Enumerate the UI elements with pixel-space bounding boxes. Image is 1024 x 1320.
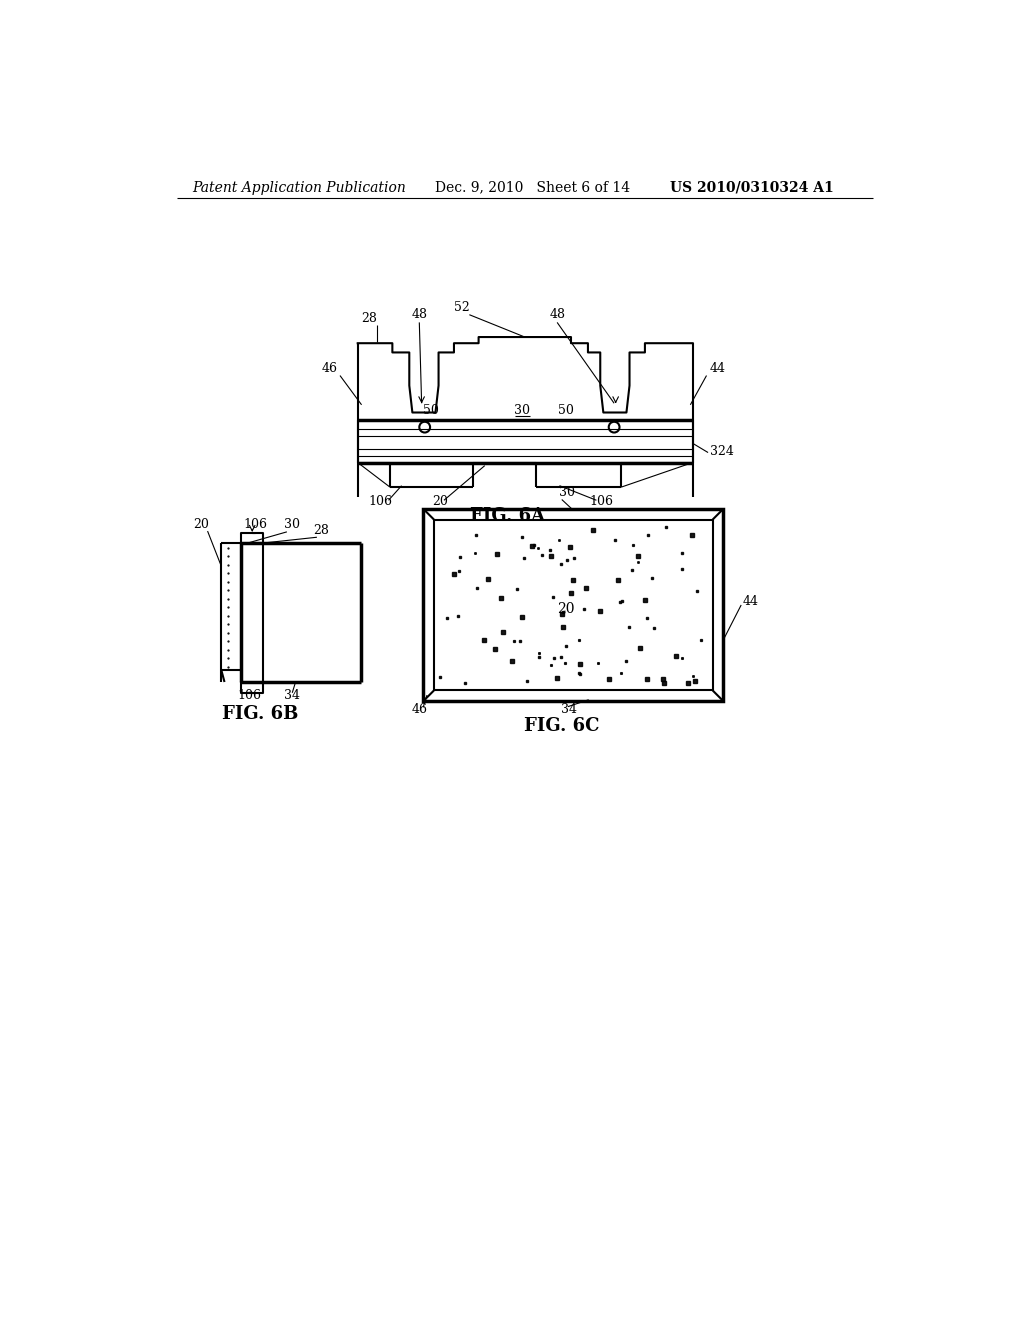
Text: 34: 34: [285, 689, 300, 702]
Text: 30: 30: [285, 517, 300, 531]
Text: 50: 50: [558, 404, 574, 417]
Text: 20: 20: [194, 517, 209, 531]
Text: 28: 28: [313, 524, 330, 537]
Text: Dec. 9, 2010   Sheet 6 of 14: Dec. 9, 2010 Sheet 6 of 14: [435, 181, 630, 194]
Text: FIG. 6A: FIG. 6A: [470, 507, 546, 525]
Text: 46: 46: [322, 363, 337, 375]
Text: 106: 106: [238, 689, 262, 702]
Text: 52: 52: [454, 301, 470, 314]
Text: 50: 50: [423, 404, 439, 417]
Bar: [423, 508, 724, 701]
Text: 106: 106: [369, 495, 393, 508]
Text: 30: 30: [514, 404, 529, 417]
Text: 20: 20: [557, 602, 574, 616]
Text: FIG. 6C: FIG. 6C: [524, 717, 599, 735]
Text: 106: 106: [590, 495, 613, 508]
Text: 34: 34: [561, 702, 578, 715]
Text: 106: 106: [244, 517, 267, 531]
Text: 48: 48: [412, 308, 427, 321]
Text: 28: 28: [361, 312, 377, 325]
Text: 44: 44: [710, 363, 725, 375]
Text: Patent Application Publication: Patent Application Publication: [193, 181, 406, 194]
Text: 30: 30: [559, 486, 575, 499]
Text: 44: 44: [742, 595, 759, 609]
Text: US 2010/0310324 A1: US 2010/0310324 A1: [670, 181, 834, 194]
Text: FIG. 6B: FIG. 6B: [222, 705, 298, 723]
Text: 20: 20: [432, 495, 449, 508]
Text: 48: 48: [549, 308, 565, 321]
Text: 324: 324: [710, 445, 733, 458]
Bar: [434, 520, 713, 690]
Text: 46: 46: [412, 702, 427, 715]
